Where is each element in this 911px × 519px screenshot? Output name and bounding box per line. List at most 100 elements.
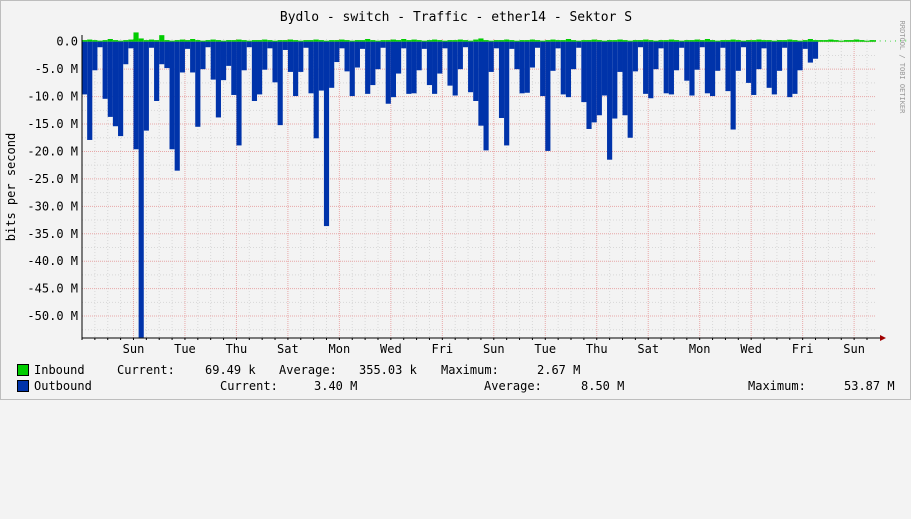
inbound-bar	[370, 40, 376, 42]
inbound-bar	[267, 40, 273, 42]
inbound-bar	[493, 40, 499, 42]
inbound-bar	[576, 40, 582, 42]
outbound-bar	[643, 41, 649, 94]
outbound-current-value: 3.40 M	[314, 379, 358, 393]
inbound-bar	[797, 40, 803, 42]
outbound-bar	[601, 41, 608, 96]
legend-inbound: Inbound Current: 69.49 k Average: 355.03…	[17, 363, 580, 377]
outbound-bar	[586, 41, 592, 129]
inbound-bar	[828, 39, 834, 42]
inbound-bar	[478, 38, 484, 42]
inbound-bar	[591, 39, 597, 42]
inbound-bar	[792, 40, 798, 42]
inbound-bar	[421, 40, 427, 42]
inbound-bar	[277, 40, 283, 42]
inbound-bar	[596, 40, 602, 42]
outbound-bar	[720, 41, 726, 48]
y-tick-label: -5.0 M	[35, 62, 78, 76]
inbound-bar	[123, 40, 129, 42]
inbound-bar	[529, 39, 535, 42]
outbound-bar	[555, 41, 561, 49]
inbound-bar	[622, 40, 628, 42]
inbound-average-label: Average:	[279, 363, 337, 377]
inbound-bar	[437, 40, 443, 42]
inbound-maximum-value: 2.67 M	[537, 363, 581, 377]
x-tick-label: Thu	[586, 342, 608, 356]
inbound-bar	[704, 39, 710, 42]
outbound-bar	[82, 41, 88, 95]
graph-frame: Bydlo - switch - Traffic - ether14 - Sek…	[0, 0, 911, 400]
inbound-bar	[426, 40, 433, 42]
inbound-bar	[344, 40, 350, 42]
inbound-bar	[287, 39, 294, 42]
inbound-bar	[885, 40, 886, 42]
outbound-bar	[231, 41, 237, 95]
inbound-bar	[550, 39, 556, 42]
inbound-bar	[560, 40, 566, 42]
outbound-bar	[684, 41, 690, 81]
outbound-bar	[370, 41, 376, 86]
outbound-bar	[148, 41, 155, 48]
outbound-bar	[287, 41, 294, 72]
outbound-bar	[303, 41, 309, 48]
inbound-bar	[169, 40, 175, 42]
x-tick-label: Mon	[329, 342, 351, 356]
x-tick-label: Fri	[792, 342, 814, 356]
inbound-bar	[452, 40, 458, 42]
inbound-bar	[354, 40, 360, 42]
inbound-current-value: 69.49 k	[205, 363, 256, 377]
outbound-bar	[462, 41, 469, 48]
inbound-bar	[812, 40, 819, 42]
y-tick-label: -15.0 M	[27, 117, 78, 131]
outbound-bar	[123, 41, 129, 65]
outbound-bar	[112, 41, 119, 127]
outbound-bar	[560, 41, 566, 95]
x-tick-label: Tue	[534, 342, 556, 356]
inbound-bar	[684, 40, 690, 42]
outbound-bar	[735, 41, 741, 71]
outbound-bar	[318, 41, 324, 91]
outbound-bar	[262, 41, 268, 70]
outbound-bar	[812, 41, 819, 59]
outbound-bar	[426, 41, 433, 86]
rrdtool-watermark: RRDTOOL / TOBI OETIKER	[898, 21, 906, 115]
outbound-bar	[215, 41, 221, 118]
inbound-bar	[365, 39, 371, 42]
outbound-bar	[802, 41, 808, 49]
outbound-bar	[658, 41, 664, 49]
outbound-bar	[205, 41, 211, 48]
outbound-bar	[359, 41, 366, 49]
outbound-bar	[87, 41, 93, 140]
x-axis-arrow	[880, 335, 886, 341]
inbound-bar	[118, 40, 124, 42]
outbound-bar	[339, 41, 345, 49]
outbound-bar	[493, 41, 499, 49]
outbound-bar	[715, 41, 721, 71]
inbound-bar	[864, 40, 870, 42]
outbound-bar	[174, 41, 180, 171]
inbound-bar	[740, 40, 747, 42]
inbound-bar	[632, 40, 638, 42]
outbound-bar	[257, 41, 263, 95]
inbound-bar	[746, 40, 752, 42]
inbound-bar	[241, 40, 247, 42]
outbound-bar	[416, 41, 422, 71]
inbound-bar	[890, 40, 891, 42]
outbound-bar	[210, 41, 216, 80]
inbound-bar	[246, 40, 252, 42]
inbound-bar	[447, 40, 453, 42]
outbound-bar	[267, 41, 273, 49]
inbound-bar	[586, 40, 592, 42]
inbound-bar	[272, 40, 278, 42]
outbound-average-label: Average:	[484, 379, 542, 393]
inbound-bar	[231, 40, 237, 42]
inbound-bar	[184, 40, 191, 42]
inbound-bar	[210, 39, 216, 42]
y-tick-label: -10.0 M	[27, 90, 78, 104]
inbound-bar	[720, 40, 726, 42]
inbound-swatch	[17, 364, 29, 376]
inbound-bar	[128, 39, 134, 42]
outbound-bar	[591, 41, 597, 123]
inbound-bar	[545, 40, 551, 42]
outbound-bar	[771, 41, 777, 95]
